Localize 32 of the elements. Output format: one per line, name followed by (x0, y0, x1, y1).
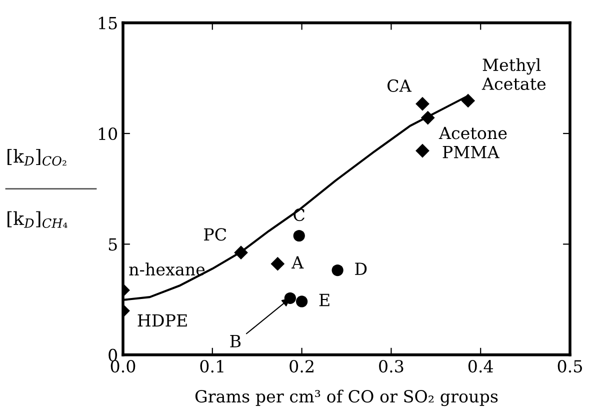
x-tick-label: 0.4 (468, 360, 494, 373)
point (420, 110, 435, 125)
point (416, 144, 430, 158)
annotation: A (291, 256, 304, 268)
annotation: n-hexane (129, 262, 205, 276)
annotation: B (230, 335, 241, 348)
point (270, 256, 285, 271)
x-axis-title: Grams per cm³ of CO or SO₂ groups (195, 390, 498, 406)
point (296, 296, 308, 308)
y-tick-label: 10 (98, 127, 118, 140)
y-tick-label: 5 (108, 238, 117, 251)
y-tick-label: 0 (108, 348, 118, 362)
y-tick-label: 15 (98, 16, 117, 30)
x-tick-label: 0.0 (110, 360, 136, 373)
annotation: HDPE (138, 314, 187, 326)
annotation: CA (388, 79, 412, 92)
text: [k$_{D}$]$_{CO₂}$ [k$_{D}$]$_{CH₄}$ (8, 148, 68, 228)
annotation: E (319, 294, 330, 306)
annotation: D (355, 262, 367, 275)
annotation: Methyl Acetate (482, 58, 546, 90)
annotation: PC (204, 228, 226, 241)
point (293, 230, 305, 242)
point (416, 96, 430, 111)
x-tick-label: 0.3 (379, 360, 404, 373)
x-tick-label: 0.1 (200, 360, 224, 373)
annotation: PMMA (442, 146, 500, 158)
point (461, 94, 476, 108)
x-tick-label: 0.5 (558, 360, 582, 373)
annotation: Acetone (438, 126, 507, 140)
x-tick-label: 0.2 (290, 360, 314, 373)
point (332, 264, 344, 276)
point (234, 246, 248, 260)
